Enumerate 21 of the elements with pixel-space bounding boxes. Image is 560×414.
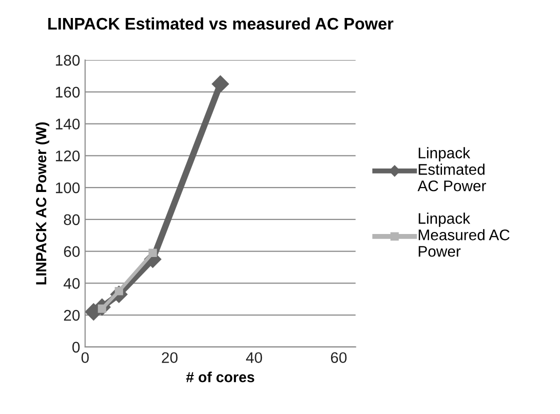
y-tick-label: 120 <box>56 150 80 162</box>
y-tick-label: 0 <box>72 342 80 353</box>
x-tick-label: 0 <box>81 352 89 364</box>
y-tick-label: 140 <box>56 118 80 130</box>
point <box>212 75 229 92</box>
legend-label: Linpack Estimated AC Power <box>418 147 486 192</box>
y-axis-title: LINPACK AC Power (W) <box>36 122 50 284</box>
point <box>148 248 157 258</box>
y-tick-label: 100 <box>56 182 80 194</box>
x-tick-label: 40 <box>246 352 262 364</box>
chart-title: LINPACK Estimated vs measured AC Power <box>48 17 394 30</box>
x-axis-title: # of cores <box>186 372 254 382</box>
y-tick-label: 40 <box>64 278 80 289</box>
y-tick-label: 160 <box>56 86 80 98</box>
y-tick-label: 180 <box>56 54 80 66</box>
x-tick-label: 20 <box>162 352 178 364</box>
y-tick-label: 60 <box>64 246 80 257</box>
y-tick-label: 80 <box>64 214 80 226</box>
y-tick-label: 20 <box>64 310 80 321</box>
x-tick-label: 60 <box>330 352 347 364</box>
legend-label: Linpack Measured AC Power <box>418 212 510 257</box>
